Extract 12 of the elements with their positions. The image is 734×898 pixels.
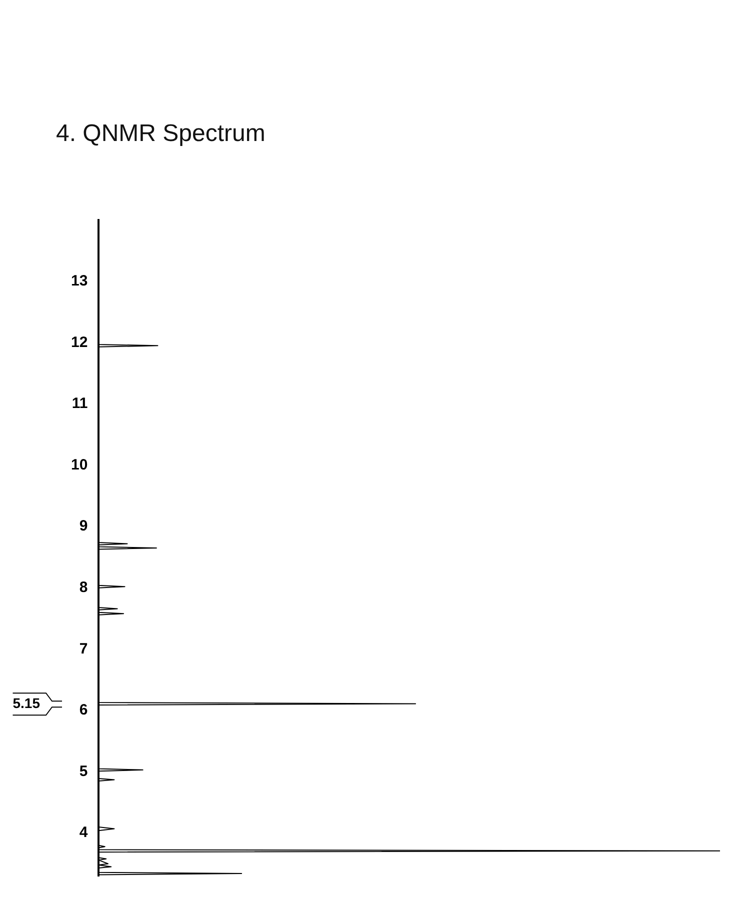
y-tick-label: 9 [79,518,88,535]
y-tick-label: 4 [79,824,88,842]
y-tick-label: 10 [70,456,88,474]
y-tick-label: 8 [79,578,88,596]
y-tick-label: 7 [79,640,88,658]
y-tick-label: 13 [70,272,88,290]
chart-title: 4. QNMR Spectrum [56,120,266,148]
y-tick-label: 6 [79,702,88,719]
y-tick-label: 11 [72,395,88,412]
y-tick-label: 12 [70,334,88,351]
text: 5.15 [12,694,40,711]
y-tick-label: 5 [79,762,88,780]
